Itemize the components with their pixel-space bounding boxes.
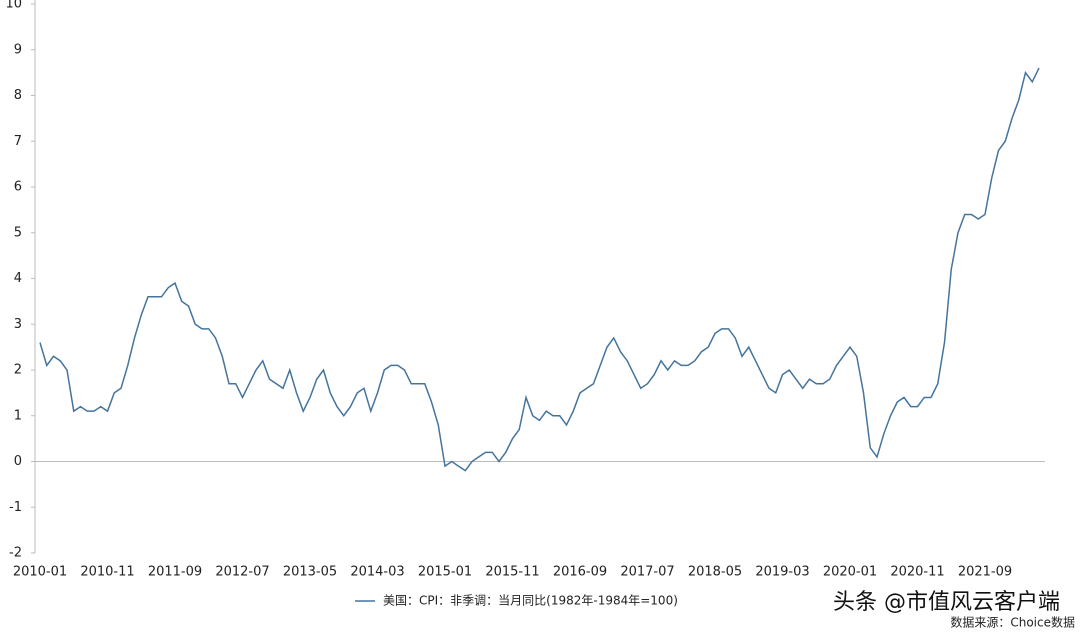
y-tick-label: 1 (14, 408, 22, 423)
x-tick-label: 2013-05 (283, 565, 337, 580)
line (39, 67, 1040, 472)
y-tick-label: 0 (14, 454, 22, 469)
watermark: 头条 @市值风云客户端 (833, 590, 1060, 615)
y-tick-label: 2 (14, 363, 22, 378)
x-tick-label: 2011-09 (148, 565, 202, 580)
x-tick-label: 2017-07 (620, 565, 674, 580)
x-tick-label: 2018-05 (688, 565, 742, 580)
y-tick-label: 5 (14, 225, 22, 240)
y-tick-label: -2 (9, 546, 22, 561)
y-tick-label: 9 (14, 42, 22, 57)
y-tick-label: 4 (14, 271, 22, 286)
x-tick-label: 2016-09 (553, 565, 607, 580)
x-tick-label: 2010-11 (80, 565, 134, 580)
x-tick-label: 2014-03 (350, 565, 404, 580)
x-tick-label: 2021-09 (958, 565, 1012, 580)
x-tick-label: 2015-11 (485, 565, 539, 580)
x-tick-label: 2020-01 (823, 565, 877, 580)
y-tick-label: 8 (14, 88, 22, 103)
y-tick-label: 6 (14, 180, 22, 195)
legend-label: 美国：CPI：非季调：当月同比(1982年-1984年=100) (383, 594, 678, 608)
y-tick-label: 7 (14, 134, 22, 149)
y-tick-label: 10 (5, 0, 22, 12)
x-tick-label: 2020-11 (890, 565, 944, 580)
y-tick-label: -1 (9, 500, 22, 515)
x-tick-label: 2015-01 (418, 565, 472, 580)
x-tick-label: 2010-01 (13, 565, 67, 580)
x-tick-label: 2012-07 (215, 565, 269, 580)
y-tick-label: 3 (14, 317, 22, 332)
source: 数据来源：Choice数据 (950, 615, 1075, 630)
x-tick-label: 2019-03 (755, 565, 809, 580)
